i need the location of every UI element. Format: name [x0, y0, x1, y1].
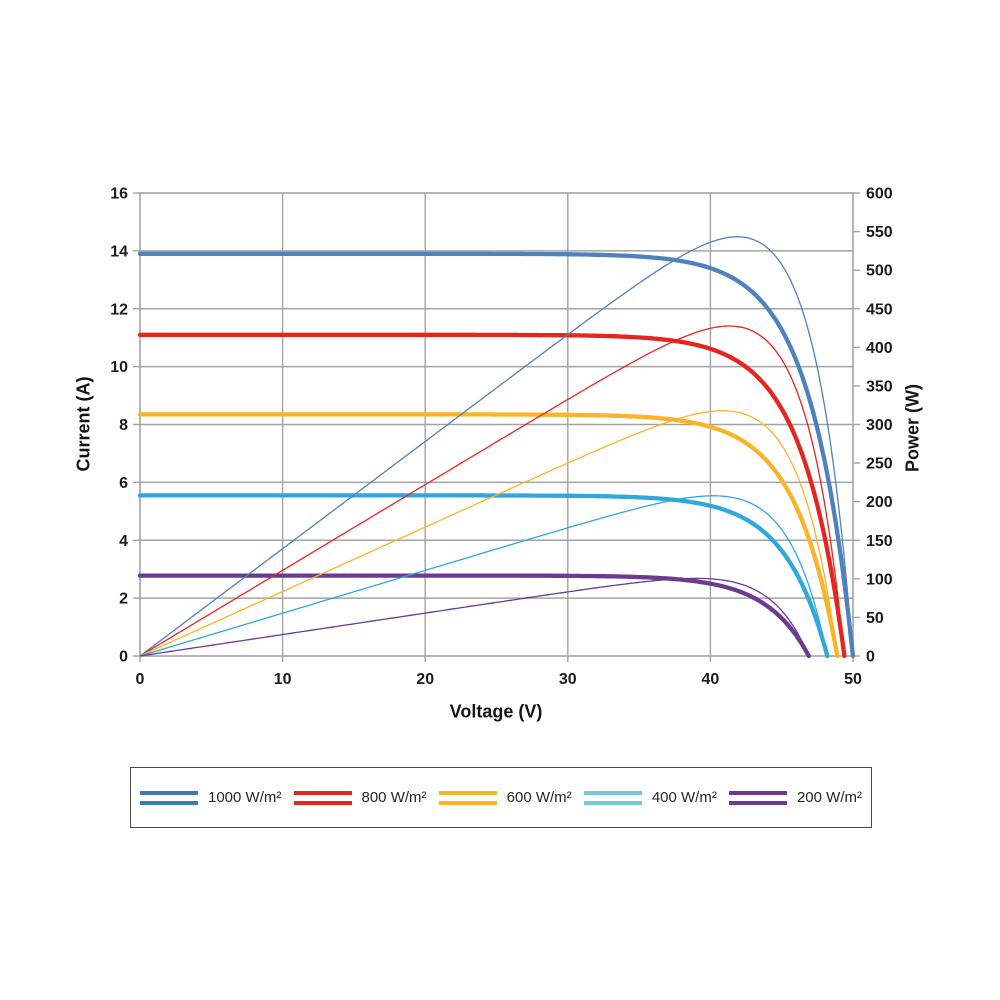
axis-ticks — [133, 192, 860, 662]
left-axis-title: Current (A) — [73, 376, 94, 472]
iv-curve-600 — [137, 412, 840, 659]
legend-label-400: 400 W/m² — [651, 789, 717, 806]
iv-curve-400 — [137, 493, 830, 659]
legend-swatch-200 — [728, 790, 787, 805]
left-tick-label: 0 — [119, 649, 128, 666]
x-axis-title: Voltage (V) — [449, 701, 543, 722]
iv-curves — [137, 251, 856, 659]
right-tick-label: 350 — [866, 378, 893, 395]
right-tick-label: 500 — [866, 263, 893, 280]
legend-entry-400: 400 W/m² — [583, 789, 717, 806]
left-tick-label: 8 — [119, 417, 128, 434]
legend-swatch-1000 — [140, 790, 198, 805]
right-tick-label: 50 — [866, 610, 884, 627]
left-tick-label: 14 — [110, 243, 128, 260]
iv-curve-1000 — [137, 251, 856, 659]
pv-curve-1000 — [139, 236, 854, 657]
x-tick-label: 0 — [136, 671, 145, 688]
right-tick-label: 250 — [866, 456, 893, 473]
legend-entry-200: 200 W/m² — [728, 789, 862, 806]
legend-entry-800: 800 W/m² — [293, 789, 427, 806]
gridlines — [140, 193, 853, 656]
pv-curve-200 — [139, 577, 810, 657]
pv-curve-400 — [139, 495, 828, 657]
legend-box: 1000 W/m² 800 W/m² 600 W/m² 400 W/m² 200… — [130, 767, 872, 828]
left-tick-label: 16 — [110, 186, 128, 203]
right-tick-label: 450 — [866, 301, 893, 318]
legend-entry-600: 600 W/m² — [438, 789, 572, 806]
left-tick-label: 12 — [110, 301, 128, 318]
x-tick-label: 20 — [416, 671, 434, 688]
legend-swatch-800 — [293, 790, 352, 805]
pv-curve-600 — [139, 410, 838, 657]
x-tick-label: 40 — [702, 671, 720, 688]
right-tick-label: 150 — [866, 533, 893, 550]
right-tick-label: 300 — [866, 417, 893, 434]
right-tick-label: 0 — [866, 649, 875, 666]
legend-label-200: 200 W/m² — [796, 789, 862, 806]
right-tick-label: 400 — [866, 340, 893, 357]
legend-swatch-600 — [438, 790, 497, 805]
legend-swatch-400 — [583, 790, 642, 805]
left-tick-label: 2 — [119, 591, 128, 608]
legend-label-800: 800 W/m² — [361, 789, 427, 806]
right-tick-label: 200 — [866, 494, 893, 511]
legend-label-1000: 1000 W/m² — [208, 789, 282, 806]
iv-curve-200 — [137, 573, 811, 659]
right-tick-label: 600 — [866, 186, 893, 203]
pv-curves — [139, 236, 854, 657]
iv-curve-800 — [137, 332, 847, 659]
right-tick-label: 100 — [866, 571, 893, 588]
axis-tick-labels: 0246810121416050100150200250300350400450… — [110, 186, 893, 689]
x-tick-label: 50 — [844, 671, 862, 688]
iv-pv-chart: 0246810121416050100150200250300350400450… — [110, 186, 893, 689]
legend-entry-1000: 1000 W/m² — [140, 789, 281, 806]
legend-label-600: 600 W/m² — [506, 789, 572, 806]
x-tick-label: 10 — [274, 671, 292, 688]
x-tick-label: 30 — [559, 671, 577, 688]
right-axis-title: Power (W) — [902, 384, 923, 472]
left-tick-label: 10 — [110, 359, 128, 376]
right-tick-label: 550 — [866, 224, 893, 241]
left-tick-label: 4 — [119, 533, 128, 550]
left-tick-label: 6 — [119, 475, 128, 492]
pv-curve-800 — [139, 325, 846, 657]
